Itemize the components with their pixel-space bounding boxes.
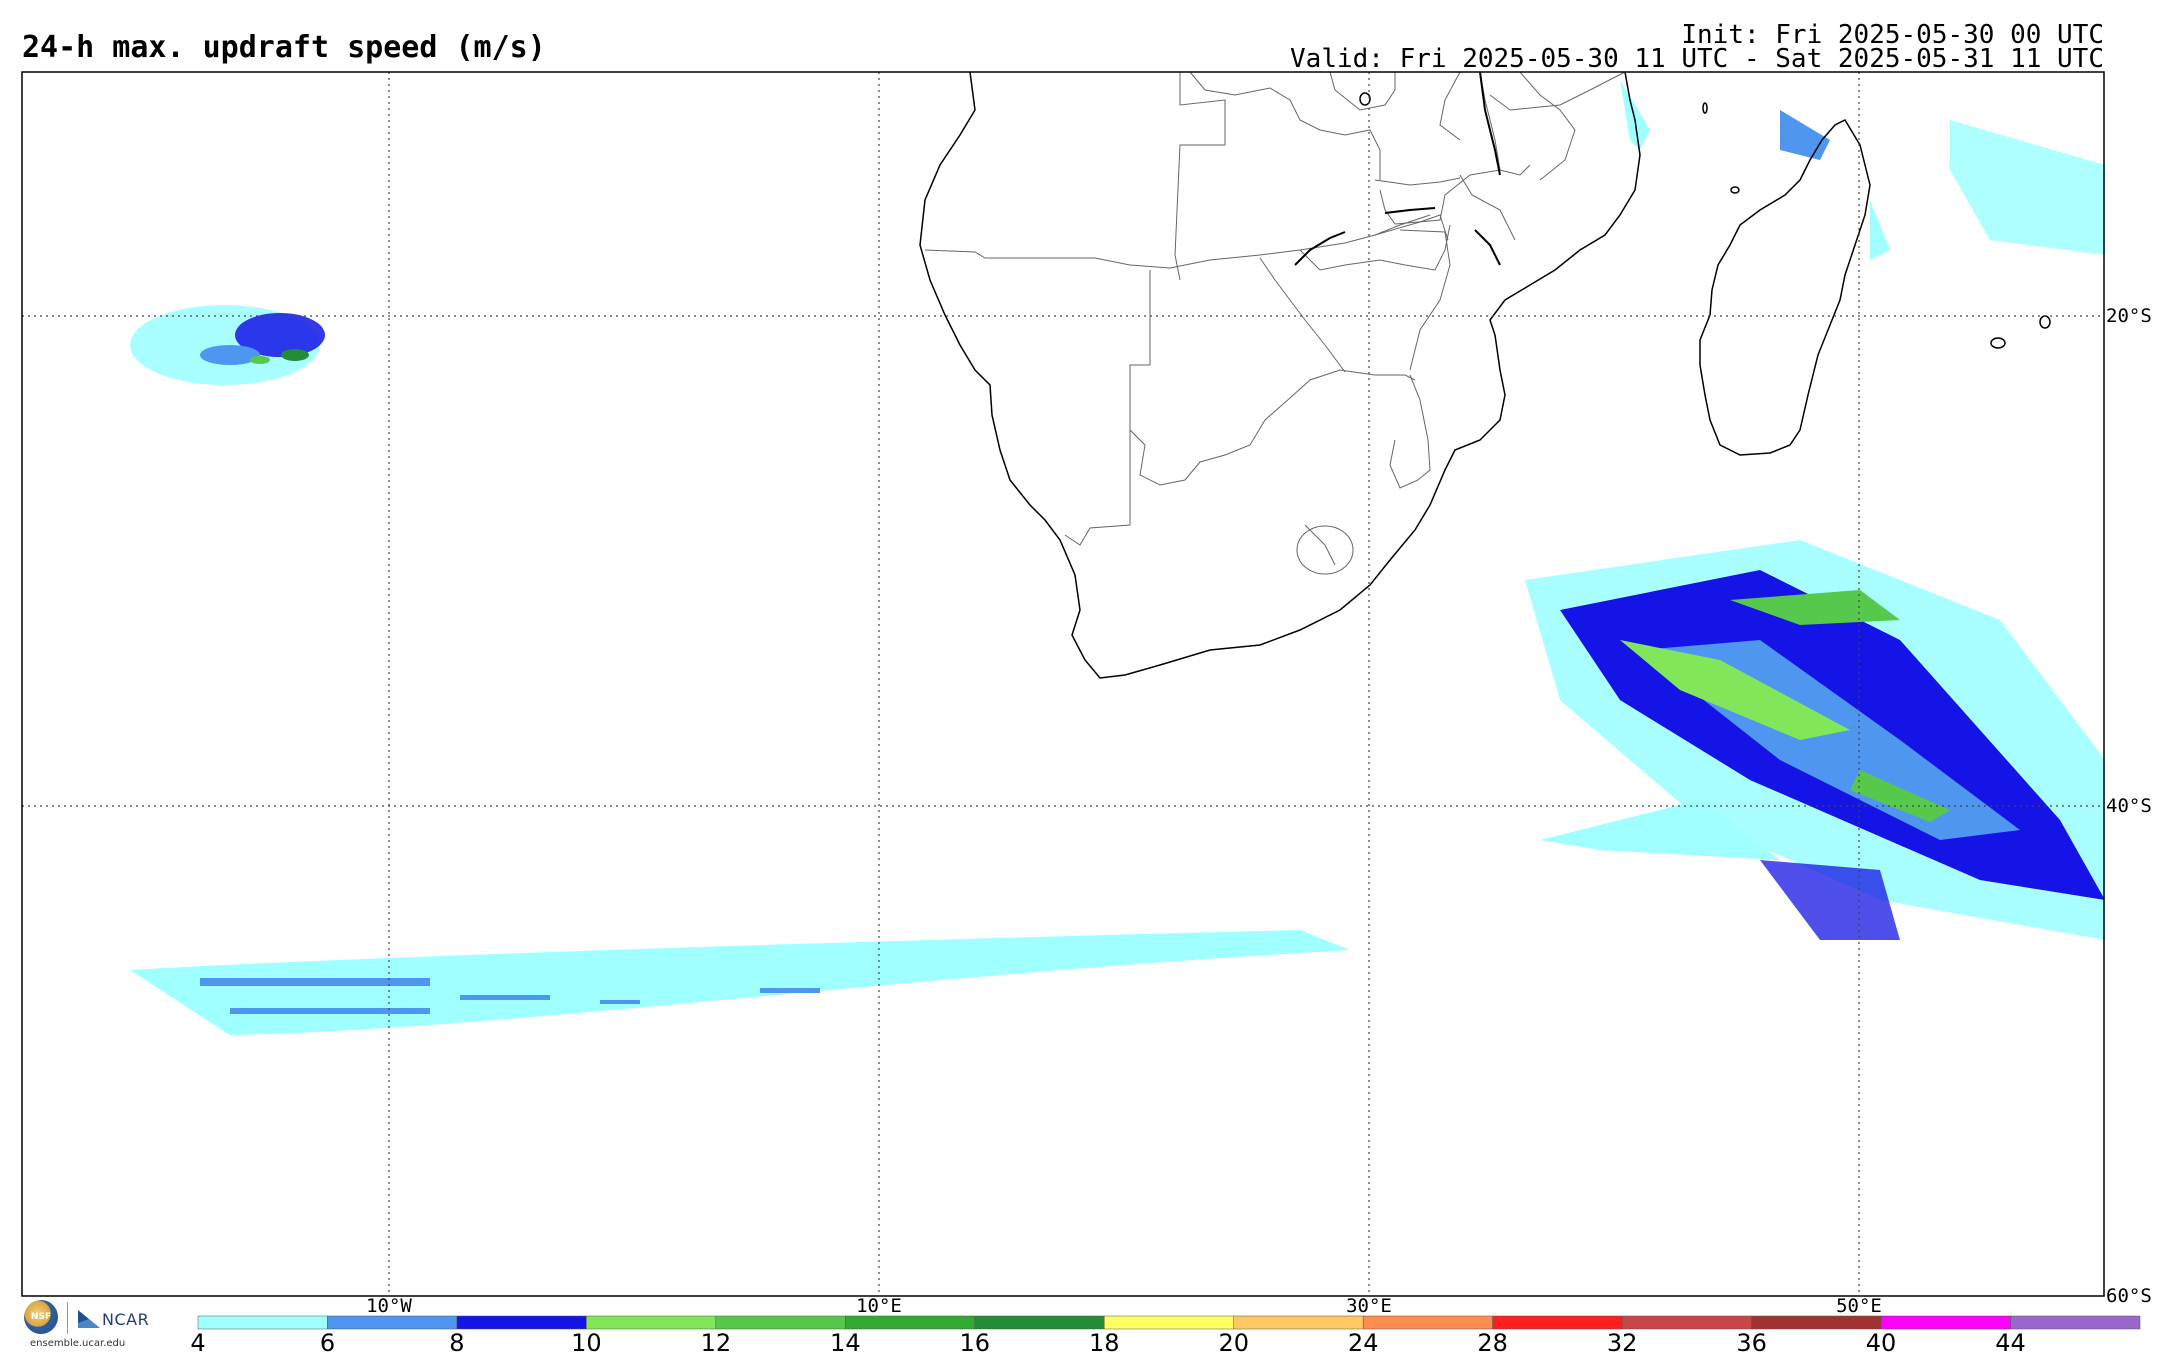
colorbar-swatch — [327, 1315, 458, 1330]
colorbar-swatch — [1362, 1315, 1493, 1330]
lon-label-10w: 10°W — [366, 1295, 412, 1317]
colorbar-swatch — [1751, 1315, 1882, 1330]
colorbar-tick-label: 6 — [320, 1329, 335, 1354]
colorbar-tick-label: 36 — [1736, 1329, 1767, 1354]
logo-divider — [67, 1302, 68, 1334]
colorbar-swatch — [2010, 1315, 2141, 1330]
valid-time: Valid: Fri 2025-05-30 11 UTC - Sat 2025-… — [1290, 44, 2104, 74]
colorbar-tick-label: 24 — [1348, 1329, 1379, 1354]
updraft-cluster-northeast — [1620, 80, 2105, 260]
colorbar-tick-label: 12 — [701, 1329, 732, 1354]
colorbar-tick-label: 44 — [1995, 1329, 2026, 1354]
branding: NSF NCAR ensemble.ucar.edu — [22, 1298, 172, 1352]
lesotho-border — [1296, 525, 1354, 575]
colorbar: 4 6 8 10 12 14 16 18 20 24 28 32 36 40 44 — [190, 1315, 2141, 1354]
colorbar-tick-label: 14 — [830, 1329, 861, 1354]
map-title: 24-h max. updraft speed (m/s) — [22, 30, 546, 65]
colorbar-swatch — [197, 1315, 328, 1330]
africa-coastline — [919, 71, 1641, 679]
colorbar-swatch — [1621, 1315, 1752, 1330]
updraft-cluster-indian-ocean — [1525, 540, 2105, 940]
colorbar-swatch — [845, 1315, 976, 1330]
map-frame — [21, 71, 2105, 1297]
colorbar-swatch — [1233, 1315, 1364, 1330]
colorbar-swatch — [715, 1315, 846, 1330]
colorbar-swatch — [1880, 1315, 2011, 1330]
lon-label-10e: 10°E — [856, 1295, 902, 1317]
colorbar-tick-label: 16 — [960, 1329, 991, 1354]
longitude-labels: 10°W 10°E 30°E 50°E — [366, 1295, 1882, 1317]
lon-label-50e: 50°E — [1836, 1295, 1882, 1317]
colorbar-tick-label: 32 — [1607, 1329, 1638, 1354]
colorbar-tick-label: 28 — [1477, 1329, 1508, 1354]
ncar-logo: NCAR — [78, 1308, 149, 1330]
updraft-band-south — [130, 930, 1350, 1035]
nsf-logo: NSF — [24, 1300, 58, 1334]
ensemble-url: ensemble.ucar.edu — [30, 1338, 126, 1349]
lakes — [1294, 71, 1501, 266]
colorbar-tick-label: 40 — [1866, 1329, 1897, 1354]
madagascar-coastline — [1699, 119, 1871, 456]
ncar-mark-icon — [78, 1310, 100, 1328]
colorbar-swatch — [1492, 1315, 1623, 1330]
colorbar-swatch — [456, 1315, 587, 1330]
lat-label-40s: 40°S — [2106, 795, 2152, 817]
ncar-text: NCAR — [102, 1309, 150, 1329]
colorbar-tick-label: 8 — [449, 1329, 464, 1354]
latitude-labels: 20°S 40°S 60°S — [2106, 305, 2152, 1307]
colorbar-tick-label: 18 — [1089, 1329, 1120, 1354]
country-borders — [924, 71, 1626, 575]
colorbar-tick-label: 10 — [571, 1329, 602, 1354]
lat-label-20s: 20°S — [2106, 305, 2152, 327]
colorbar-swatch — [586, 1315, 717, 1330]
lat-label-60s: 60°S — [2106, 1285, 2152, 1307]
updraft-cluster-atlantic-west — [130, 305, 325, 385]
colorbar-tick-label: 20 — [1218, 1329, 1249, 1354]
init-time: Init: Fri 2025-05-30 00 UTC — [1681, 20, 2104, 50]
colorbar-tick-label: 4 — [190, 1329, 205, 1354]
lon-label-30e: 30°E — [1346, 1295, 1392, 1317]
colorbar-swatch — [1104, 1315, 1234, 1330]
graticule — [22, 72, 2104, 1296]
updraft-field — [130, 80, 2105, 1035]
colorbar-swatch — [974, 1315, 1105, 1330]
